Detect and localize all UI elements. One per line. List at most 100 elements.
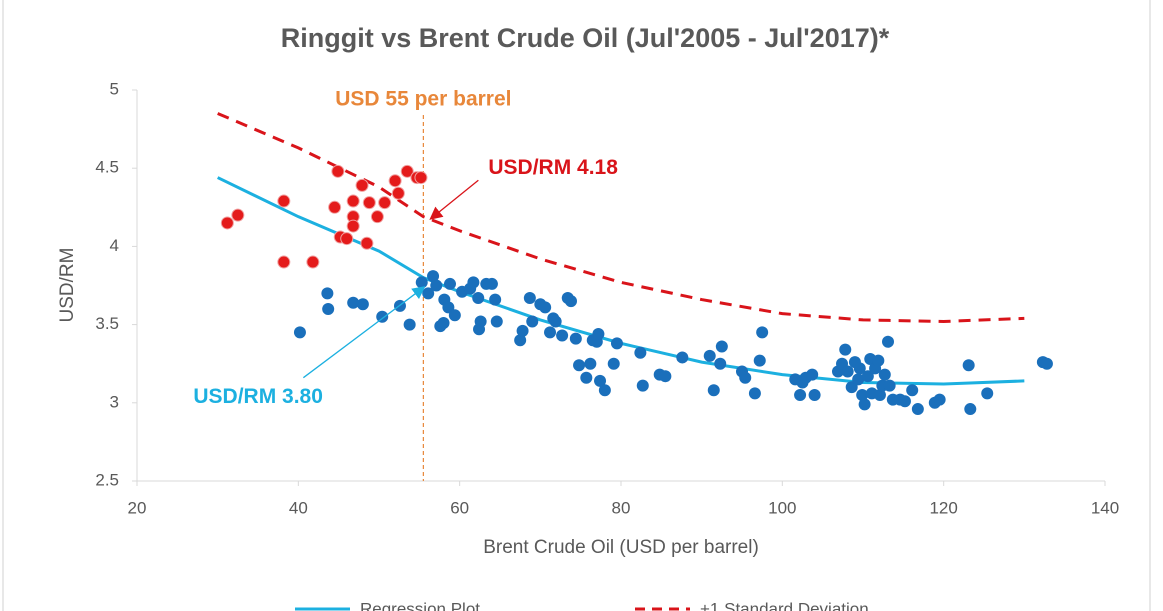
point <box>839 343 852 356</box>
point <box>636 379 649 392</box>
point <box>676 351 689 364</box>
point <box>756 326 769 339</box>
point <box>748 387 761 400</box>
point <box>715 340 728 353</box>
annotation-label: USD/RM 3.80 <box>193 385 323 408</box>
x-tick-label: 80 <box>612 498 631 517</box>
point <box>430 279 443 292</box>
point <box>347 296 360 309</box>
x-tick-label: 40 <box>289 498 308 517</box>
y-tick-label: 3 <box>110 392 119 411</box>
point <box>516 324 529 337</box>
point <box>277 194 291 208</box>
point <box>739 371 752 384</box>
point <box>544 326 557 339</box>
point <box>707 384 720 397</box>
point <box>378 196 392 210</box>
point <box>321 287 334 300</box>
point <box>584 357 597 370</box>
point <box>356 298 369 311</box>
point <box>388 174 402 188</box>
point <box>873 388 886 401</box>
point <box>753 354 766 367</box>
point <box>467 276 480 289</box>
point <box>594 374 607 387</box>
point <box>962 359 975 372</box>
y-tick-label: 3.5 <box>95 314 119 333</box>
point <box>328 200 342 214</box>
y-tick-label: 4.5 <box>95 158 119 177</box>
point <box>526 315 539 328</box>
curve <box>217 112 1025 323</box>
point <box>331 164 345 178</box>
point <box>415 276 428 289</box>
point <box>403 318 416 331</box>
point <box>882 335 895 348</box>
reference-label: USD 55 per barrel <box>335 88 511 111</box>
point <box>883 379 896 392</box>
point <box>872 354 885 367</box>
point <box>858 398 871 411</box>
x-tick-label: 60 <box>450 498 469 517</box>
annotation-label: USD/RM 4.18 <box>488 156 618 179</box>
point <box>703 349 716 362</box>
point <box>861 370 874 383</box>
point <box>549 315 562 328</box>
y-tick-label: 2.5 <box>95 470 119 489</box>
point <box>806 368 819 381</box>
point <box>659 370 672 383</box>
point <box>355 178 369 192</box>
point <box>400 164 414 178</box>
point <box>906 384 919 397</box>
chart-title: Ringgit vs Brent Crude Oil (Jul'2005 - J… <box>281 23 890 53</box>
point <box>306 255 320 269</box>
point <box>573 359 586 372</box>
point <box>414 171 428 185</box>
point <box>293 326 306 339</box>
x-tick-label: 120 <box>929 498 957 517</box>
point <box>794 388 807 401</box>
point <box>277 255 291 269</box>
x-tick-label: 20 <box>128 498 147 517</box>
point <box>362 196 376 210</box>
y-tick-label: 4 <box>110 236 119 255</box>
point <box>808 388 821 401</box>
point <box>474 315 487 328</box>
point <box>376 310 389 323</box>
point <box>231 208 245 222</box>
point <box>981 387 994 400</box>
point <box>427 270 440 283</box>
point <box>437 317 450 330</box>
annotation-arrow <box>429 179 479 220</box>
point <box>539 301 552 314</box>
point <box>514 334 527 347</box>
point <box>346 219 360 233</box>
point <box>911 403 924 416</box>
point <box>580 371 593 384</box>
x-axis-label: Brent Crude Oil (USD per barrel) <box>483 537 759 558</box>
legend-label: +1 Standard Deviation <box>700 599 869 611</box>
point <box>634 346 647 359</box>
point <box>340 232 354 246</box>
annotation-arrow <box>302 286 426 379</box>
point <box>523 292 536 305</box>
point <box>852 373 865 386</box>
point <box>714 357 727 370</box>
point <box>610 337 623 350</box>
point <box>220 216 234 230</box>
point <box>370 210 384 224</box>
point <box>841 365 854 378</box>
point <box>856 388 869 401</box>
point <box>472 292 485 305</box>
point <box>490 315 503 328</box>
point <box>489 293 502 306</box>
point <box>598 384 611 397</box>
y-axis-label: USD/RM <box>57 248 78 323</box>
point <box>391 186 405 200</box>
point <box>360 236 374 250</box>
point <box>322 302 335 315</box>
x-tick-label: 100 <box>768 498 796 517</box>
point <box>448 309 461 322</box>
y-tick-label: 5 <box>110 79 119 98</box>
